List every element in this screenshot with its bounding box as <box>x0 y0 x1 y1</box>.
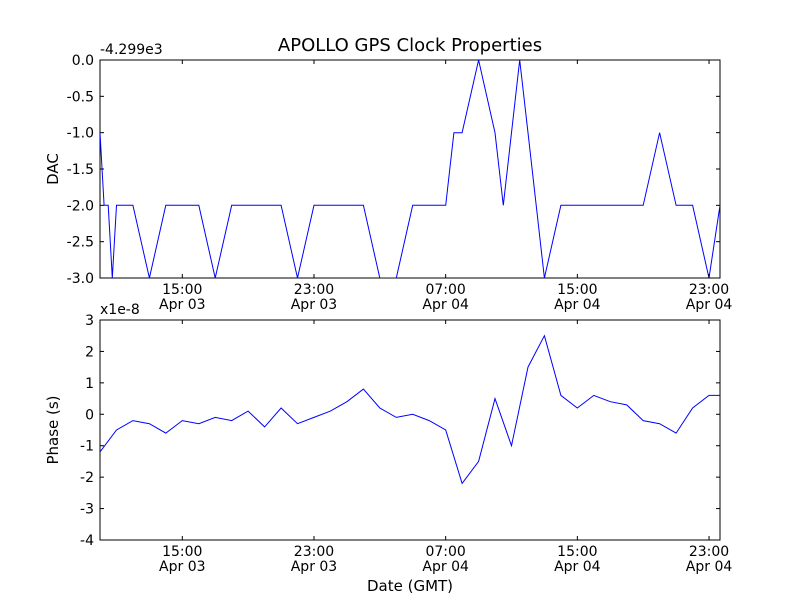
phase-xtick-label-date: Apr 04 <box>554 559 601 575</box>
dac-ytick-label: -1.5 <box>67 162 94 178</box>
phase-axes-frame <box>99 319 721 541</box>
phase-ytick-label: 1 <box>85 376 94 392</box>
dac-xtick-label-date: Apr 04 <box>686 297 733 313</box>
phase-xtick-label-time: 15:00 <box>557 544 597 560</box>
dac-series-line <box>100 60 720 278</box>
dac-xtick-label-time: 23:00 <box>294 282 334 298</box>
phase-offset-label: x1e-8 <box>100 302 140 318</box>
dac-ytick-label: -3.0 <box>67 271 94 287</box>
phase-ytick-label: -1 <box>80 439 94 455</box>
phase-xtick-label-date: Apr 03 <box>159 559 205 575</box>
phase-xtick-label-date: Apr 03 <box>291 559 337 575</box>
phase-xtick-label-date: Apr 04 <box>422 559 469 575</box>
figure-title: APOLLO GPS Clock Properties <box>278 35 542 56</box>
phase-ytick-label: 0 <box>85 407 94 423</box>
dac-xtick-label-time: 15:00 <box>557 282 597 298</box>
dac-axes-frame <box>99 59 721 279</box>
dac-xtick-label-time: 23:00 <box>689 282 729 298</box>
dac-xtick-label-date: Apr 04 <box>554 297 601 313</box>
phase-ytick-label: -3 <box>80 502 94 518</box>
dac-ylabel: DAC <box>44 153 62 185</box>
dac-xtick-label-date: Apr 03 <box>159 297 205 313</box>
dac-xtick-label-time: 15:00 <box>162 282 202 298</box>
phase-xtick-label-date: Apr 04 <box>686 559 733 575</box>
dac-ytick-label: -1.0 <box>67 126 94 142</box>
dac-offset-label: -4.299e3 <box>100 42 163 58</box>
dac-xtick-label-date: Apr 03 <box>291 297 337 313</box>
phase-xtick-label-time: 07:00 <box>425 544 465 560</box>
phase-xtick-label-time: 23:00 <box>689 544 729 560</box>
phase-ytick-label: -4 <box>80 533 94 549</box>
figure-xlabel: Date (GMT) <box>367 577 453 595</box>
phase-ytick-label: 2 <box>85 344 94 360</box>
dac-ytick-label: -2.5 <box>67 235 94 251</box>
dac-ytick-label: -2.0 <box>67 198 94 214</box>
dac-xtick-label-time: 07:00 <box>425 282 465 298</box>
phase-series-line <box>100 334 720 485</box>
phase-ytick-label: -2 <box>80 470 94 486</box>
dac-ytick-label: 0.0 <box>72 53 94 69</box>
phase-xtick-label-time: 15:00 <box>162 544 202 560</box>
phase-ytick-label: 3 <box>85 313 94 329</box>
phase-xtick-label-time: 23:00 <box>294 544 334 560</box>
phase-ylabel: Phase (s) <box>44 395 62 464</box>
dac-ytick-label: -0.5 <box>67 89 94 105</box>
dac-xtick-label-date: Apr 04 <box>422 297 469 313</box>
